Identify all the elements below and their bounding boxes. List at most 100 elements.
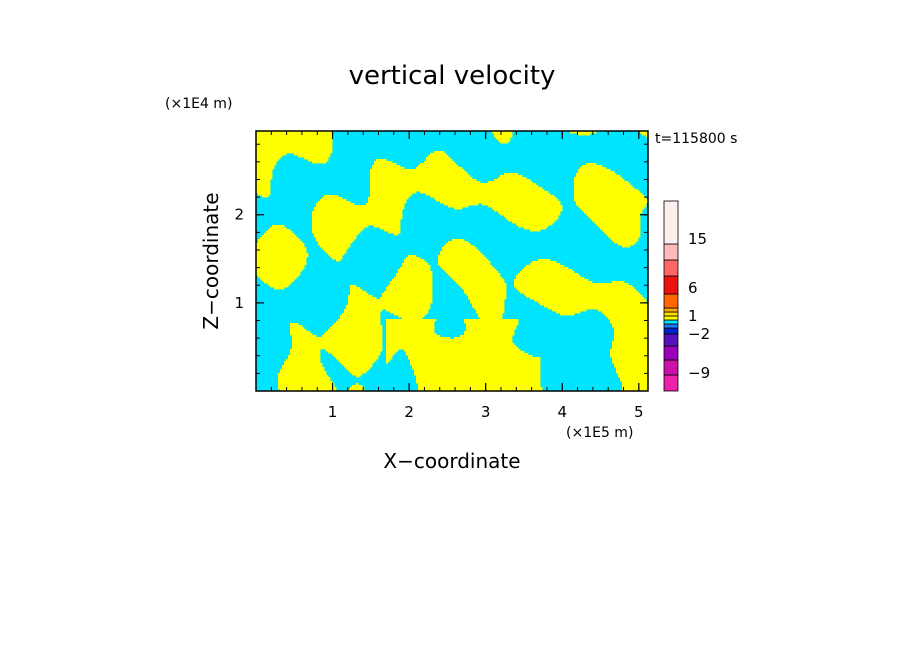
field-band (256, 163, 277, 166)
field-band (538, 259, 551, 262)
field-band (312, 227, 365, 230)
y-ticks: 12 (234, 143, 648, 374)
field-band (616, 367, 648, 370)
field-band (328, 329, 383, 332)
field-band (606, 233, 641, 236)
field-band (370, 183, 537, 186)
field-band (616, 371, 648, 374)
field-band (574, 177, 623, 180)
field-band (256, 177, 273, 180)
field-band (520, 291, 639, 294)
field-band (318, 201, 351, 204)
field-band (614, 363, 648, 366)
field-band (298, 155, 331, 158)
field-band (602, 311, 648, 314)
field-band (294, 153, 331, 156)
field-band (386, 327, 435, 330)
field-band (256, 131, 333, 134)
field-band (612, 357, 648, 360)
colorbar-segment (663, 359, 679, 376)
field-band (408, 355, 533, 358)
field-band (524, 227, 547, 230)
field-band (332, 257, 343, 260)
field-band (256, 149, 333, 152)
field-band (444, 245, 475, 248)
field-band (256, 169, 273, 172)
field-band (370, 179, 477, 182)
field-band (574, 189, 639, 192)
y-axis-unit: (×1E4 m) (165, 96, 232, 112)
field-band (336, 259, 341, 262)
colorbar-segment (663, 374, 679, 392)
field-band (612, 341, 648, 344)
field-band (280, 389, 337, 391)
field-band (386, 337, 451, 340)
field-band (336, 321, 381, 324)
field-band (330, 327, 383, 330)
colorbar-tick-label: 1 (688, 307, 698, 325)
field-band (386, 335, 441, 338)
field-band (460, 335, 513, 338)
field-band (322, 335, 383, 338)
field-band (512, 221, 555, 224)
field-band (370, 171, 467, 174)
field-band (612, 359, 648, 362)
field-band (332, 325, 383, 328)
field-band (612, 325, 648, 328)
field-band (284, 361, 321, 364)
field-band (462, 287, 507, 290)
field-band (444, 203, 479, 206)
field-band (570, 131, 597, 134)
field-band (492, 131, 513, 134)
field-band (318, 243, 351, 246)
field-band (440, 201, 561, 204)
field-band (476, 311, 505, 314)
field-band (312, 223, 401, 226)
field-band (498, 139, 511, 142)
colorbar-segment (663, 275, 679, 295)
field-band (488, 181, 533, 184)
field-band (476, 309, 505, 312)
field-band (614, 335, 648, 338)
field-band (614, 327, 648, 330)
field-band (580, 207, 645, 210)
field-band (286, 359, 321, 362)
field-band (256, 253, 309, 256)
field-band (256, 137, 333, 140)
field-band (256, 189, 271, 192)
field-band (324, 333, 383, 336)
field-band (256, 141, 333, 144)
field-band (418, 389, 543, 391)
field-band (380, 297, 433, 300)
field-band (574, 185, 633, 188)
field-band (370, 177, 473, 180)
field-band (576, 175, 621, 178)
field-band (386, 339, 513, 342)
field-band (470, 301, 505, 304)
chart-title: vertical velocity (349, 61, 556, 91)
field-band (292, 343, 383, 346)
field-band (612, 361, 648, 364)
field-band (578, 205, 647, 208)
field-band (350, 371, 367, 374)
field-band (508, 219, 557, 222)
field-band (256, 133, 333, 136)
field-band (404, 261, 427, 264)
field-band (464, 291, 507, 294)
field-band (410, 359, 541, 362)
field-band (426, 193, 551, 196)
field-band (390, 281, 433, 284)
field-band (614, 241, 637, 244)
field-band (334, 355, 379, 358)
field-band (292, 341, 383, 344)
field-band (386, 331, 435, 334)
field-band (280, 369, 325, 372)
field-band (612, 345, 648, 348)
field-band (256, 255, 309, 258)
field-band (262, 195, 269, 198)
field-band (478, 313, 503, 316)
field-band (256, 273, 301, 276)
field-band (454, 207, 463, 210)
field-band (560, 313, 575, 316)
field-band (340, 315, 381, 318)
